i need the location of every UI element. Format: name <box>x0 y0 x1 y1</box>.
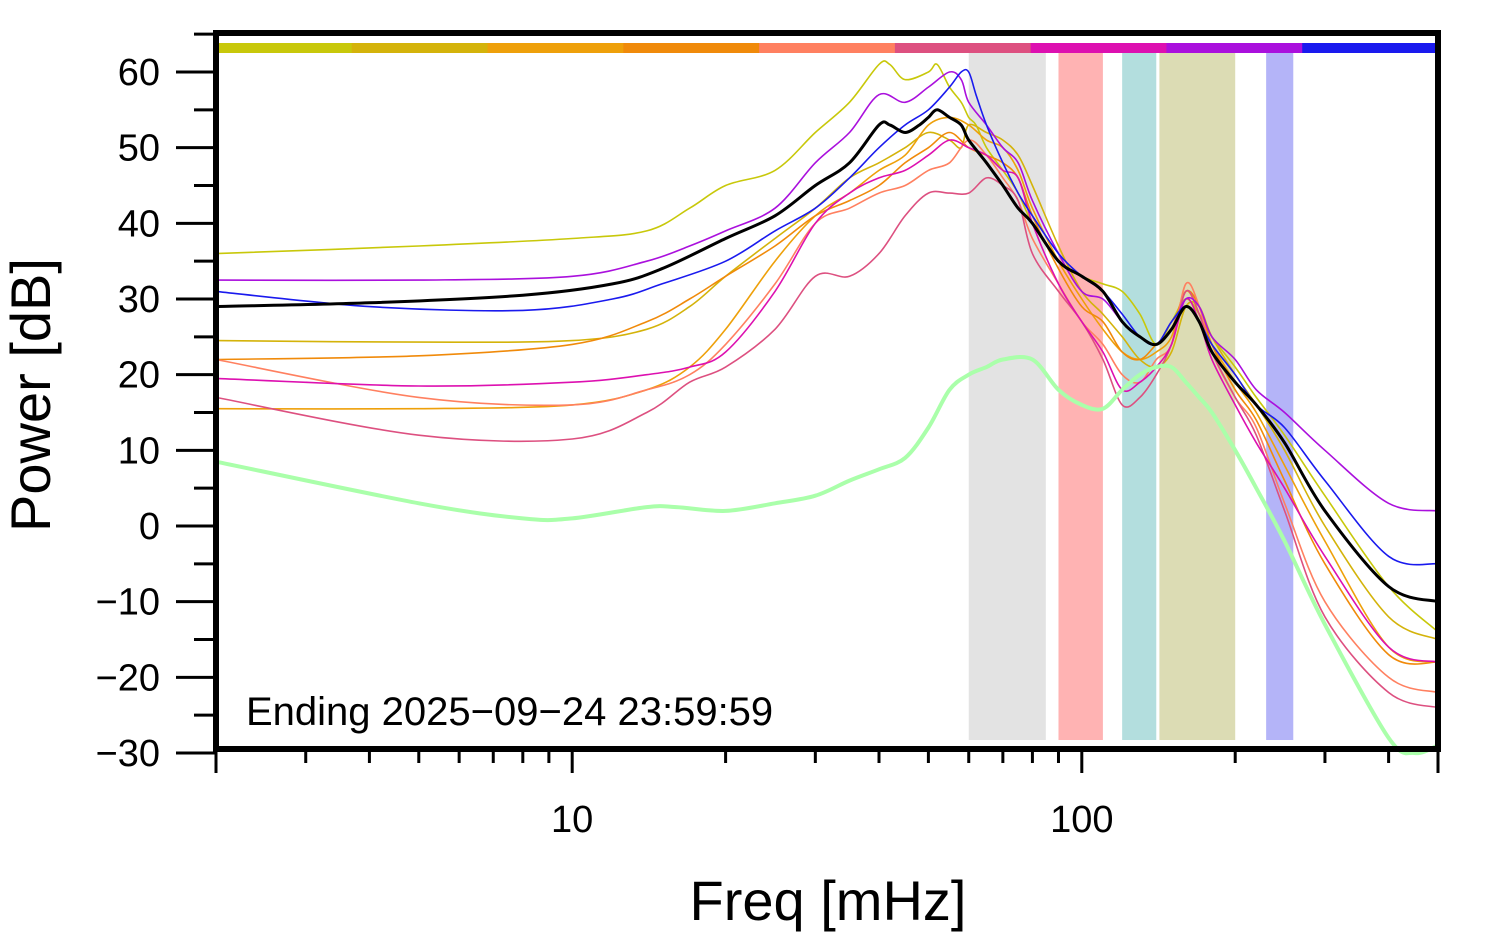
color-strip-segment-5 <box>894 43 1032 53</box>
plot-frame <box>213 30 1441 752</box>
y-tick-label: 60 <box>118 52 160 94</box>
band-4 <box>1266 53 1294 740</box>
y-axis-label: Power [dB] <box>0 258 62 532</box>
series-line-9 <box>214 108 1440 604</box>
y-tick-label: −10 <box>96 582 160 624</box>
x-axis-label: Freq [mHz] <box>690 869 967 932</box>
series-line-0 <box>215 60 1439 633</box>
color-strip-segment-3 <box>623 43 760 53</box>
y-tick-label: −30 <box>96 733 160 775</box>
color-strip <box>216 43 1439 53</box>
color-strip-segment-4 <box>759 43 896 53</box>
y-tick-label: 50 <box>118 128 160 170</box>
series-line-5 <box>215 176 1439 709</box>
color-strip-segment-8 <box>1302 43 1439 53</box>
series-line-8 <box>215 68 1439 566</box>
y-tick-label: 10 <box>118 430 160 472</box>
series-line-3 <box>215 131 1439 665</box>
y-tick-label: 30 <box>118 279 160 321</box>
band-0 <box>968 53 1046 740</box>
color-strip-segment-6 <box>1030 43 1167 53</box>
y-tick-label: 20 <box>118 355 160 397</box>
color-strip-segment-2 <box>487 43 624 53</box>
color-strip-segment-0 <box>216 43 353 53</box>
series-line-7 <box>215 70 1439 512</box>
y-tick-label: 40 <box>118 203 160 245</box>
series-line-10 <box>214 354 1440 756</box>
y-tick-label: −20 <box>96 657 160 699</box>
series-lines <box>214 60 1440 756</box>
color-strip-segment-7 <box>1166 43 1303 53</box>
band-2 <box>1122 53 1157 740</box>
series-line-6 <box>215 139 1439 663</box>
y-tick-label: 0 <box>139 506 160 548</box>
color-strip-segment-1 <box>351 43 489 53</box>
x-tick-label: 10 <box>551 799 593 841</box>
x-tick-label: 100 <box>1050 799 1113 841</box>
ending-timestamp-annotation: Ending 2025−09−24 23:59:59 <box>246 690 773 734</box>
series-line-1 <box>215 123 1439 641</box>
frequency-bands <box>968 53 1294 740</box>
